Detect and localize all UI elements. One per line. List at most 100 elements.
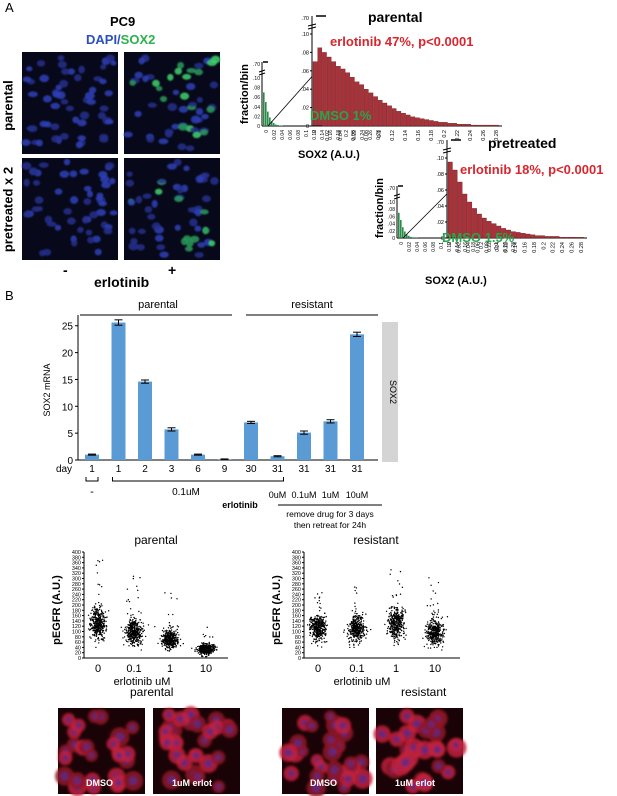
bracket-control xyxy=(85,477,99,482)
scatter-point xyxy=(393,641,396,643)
x-tick-label: 0.18 xyxy=(532,242,538,253)
scatter-point xyxy=(313,628,315,630)
scatter-point xyxy=(363,633,365,636)
cell-nucleus xyxy=(190,115,201,124)
scatter-point xyxy=(403,630,405,632)
scatter-point xyxy=(198,645,200,647)
scatter-point xyxy=(318,615,320,618)
bottom-parental-title: parental xyxy=(130,685,174,699)
scatter-point xyxy=(208,641,210,644)
scatter-point xyxy=(99,620,101,622)
scatter-point xyxy=(168,650,170,652)
scatter-point xyxy=(429,627,431,630)
scatter-point xyxy=(138,610,140,613)
scatter-point xyxy=(91,609,94,611)
cell-nucleus xyxy=(33,179,41,186)
scatter-point xyxy=(311,622,314,625)
scatter-point xyxy=(319,619,321,622)
cell-nucleus xyxy=(60,133,69,140)
scatter-point xyxy=(443,628,445,631)
scatter-point xyxy=(359,621,361,624)
scatter-point xyxy=(325,632,327,635)
scatter-point xyxy=(311,624,314,626)
y-tick-label: 340 xyxy=(72,566,81,572)
scatter-point xyxy=(323,631,325,634)
cell-nucleus xyxy=(165,711,173,718)
cell-nucleus xyxy=(186,145,195,152)
cell-nucleus xyxy=(195,175,204,183)
histogram-0: 0.02.04.06.08.10.700 0.02 0.04 0.06 0.08 0.1 0… xyxy=(239,9,502,161)
scatter-point xyxy=(97,583,99,586)
scatter-point xyxy=(360,616,363,618)
scatter-point xyxy=(171,641,174,643)
scatter-point xyxy=(95,608,97,611)
scatter-point xyxy=(102,638,104,640)
scatter-point xyxy=(402,610,404,613)
scatter-point xyxy=(322,623,325,626)
y-tick-label: 60 xyxy=(295,640,301,646)
scatter-point xyxy=(101,625,104,628)
scatter-point xyxy=(136,585,138,588)
scatter-point xyxy=(166,639,168,641)
scatter-point xyxy=(401,611,403,613)
cell-nucleus xyxy=(189,127,199,133)
scatter-point xyxy=(209,644,212,646)
group-label-resistant: resistant xyxy=(291,299,333,311)
day-label: 30 xyxy=(245,464,257,475)
scatter-point xyxy=(351,640,353,643)
scatter-point xyxy=(89,625,92,627)
x-tick-label: 0.1 xyxy=(126,663,141,675)
scatter-point xyxy=(397,628,400,630)
cell-nucleus xyxy=(208,240,216,247)
scatter-point xyxy=(169,647,171,649)
scatter-point xyxy=(132,575,135,578)
scatter-point xyxy=(401,609,403,611)
scatter-point xyxy=(98,561,101,563)
scatter-point xyxy=(355,633,357,635)
scatter-point xyxy=(401,630,403,632)
scatter-point xyxy=(401,586,404,589)
scatter-point xyxy=(352,633,355,635)
scatter-point xyxy=(351,629,353,631)
scatter-point xyxy=(170,629,173,631)
scatter-point xyxy=(94,639,97,641)
scatter-point xyxy=(310,627,312,629)
cell-nucleus xyxy=(98,170,108,178)
scatter-point xyxy=(124,631,126,634)
scatter-point xyxy=(172,643,174,646)
scatter-point xyxy=(432,638,435,640)
scatter-point xyxy=(326,640,328,643)
cell-nucleus xyxy=(67,68,76,75)
cell-nucleus xyxy=(43,95,52,103)
bar xyxy=(164,429,179,460)
scatter-point xyxy=(134,633,136,635)
axis-break xyxy=(442,147,452,151)
scatter-point xyxy=(125,629,128,632)
bar xyxy=(191,454,205,460)
y-tick-label: 380 xyxy=(292,555,301,561)
y-tick-label: 260 xyxy=(292,587,301,593)
scatter-point xyxy=(120,626,123,628)
scatter-point xyxy=(166,635,169,638)
scatter-point xyxy=(105,629,107,631)
y-tick-label: 380 xyxy=(72,555,81,561)
scatter-point xyxy=(127,635,129,638)
scatter-point xyxy=(403,636,405,639)
scatter-point xyxy=(92,622,95,624)
scatter-point xyxy=(403,623,405,625)
cell-nucleus xyxy=(147,102,157,108)
scatter-point xyxy=(388,622,391,625)
y-tick-label: 60 xyxy=(75,640,81,646)
cell-nucleus xyxy=(89,776,96,784)
cell-nucleus xyxy=(194,68,203,76)
scatter-point xyxy=(365,626,367,628)
scatter-point xyxy=(131,625,134,628)
cell-nucleus xyxy=(313,772,321,780)
scatter-point xyxy=(430,584,432,587)
scatter-point xyxy=(216,646,218,648)
x-tick-label: 0.12 xyxy=(504,242,510,253)
scatter-point xyxy=(213,643,215,646)
scatter-point xyxy=(210,652,212,655)
scatter-point xyxy=(170,637,172,639)
histogram-bar xyxy=(419,118,425,127)
